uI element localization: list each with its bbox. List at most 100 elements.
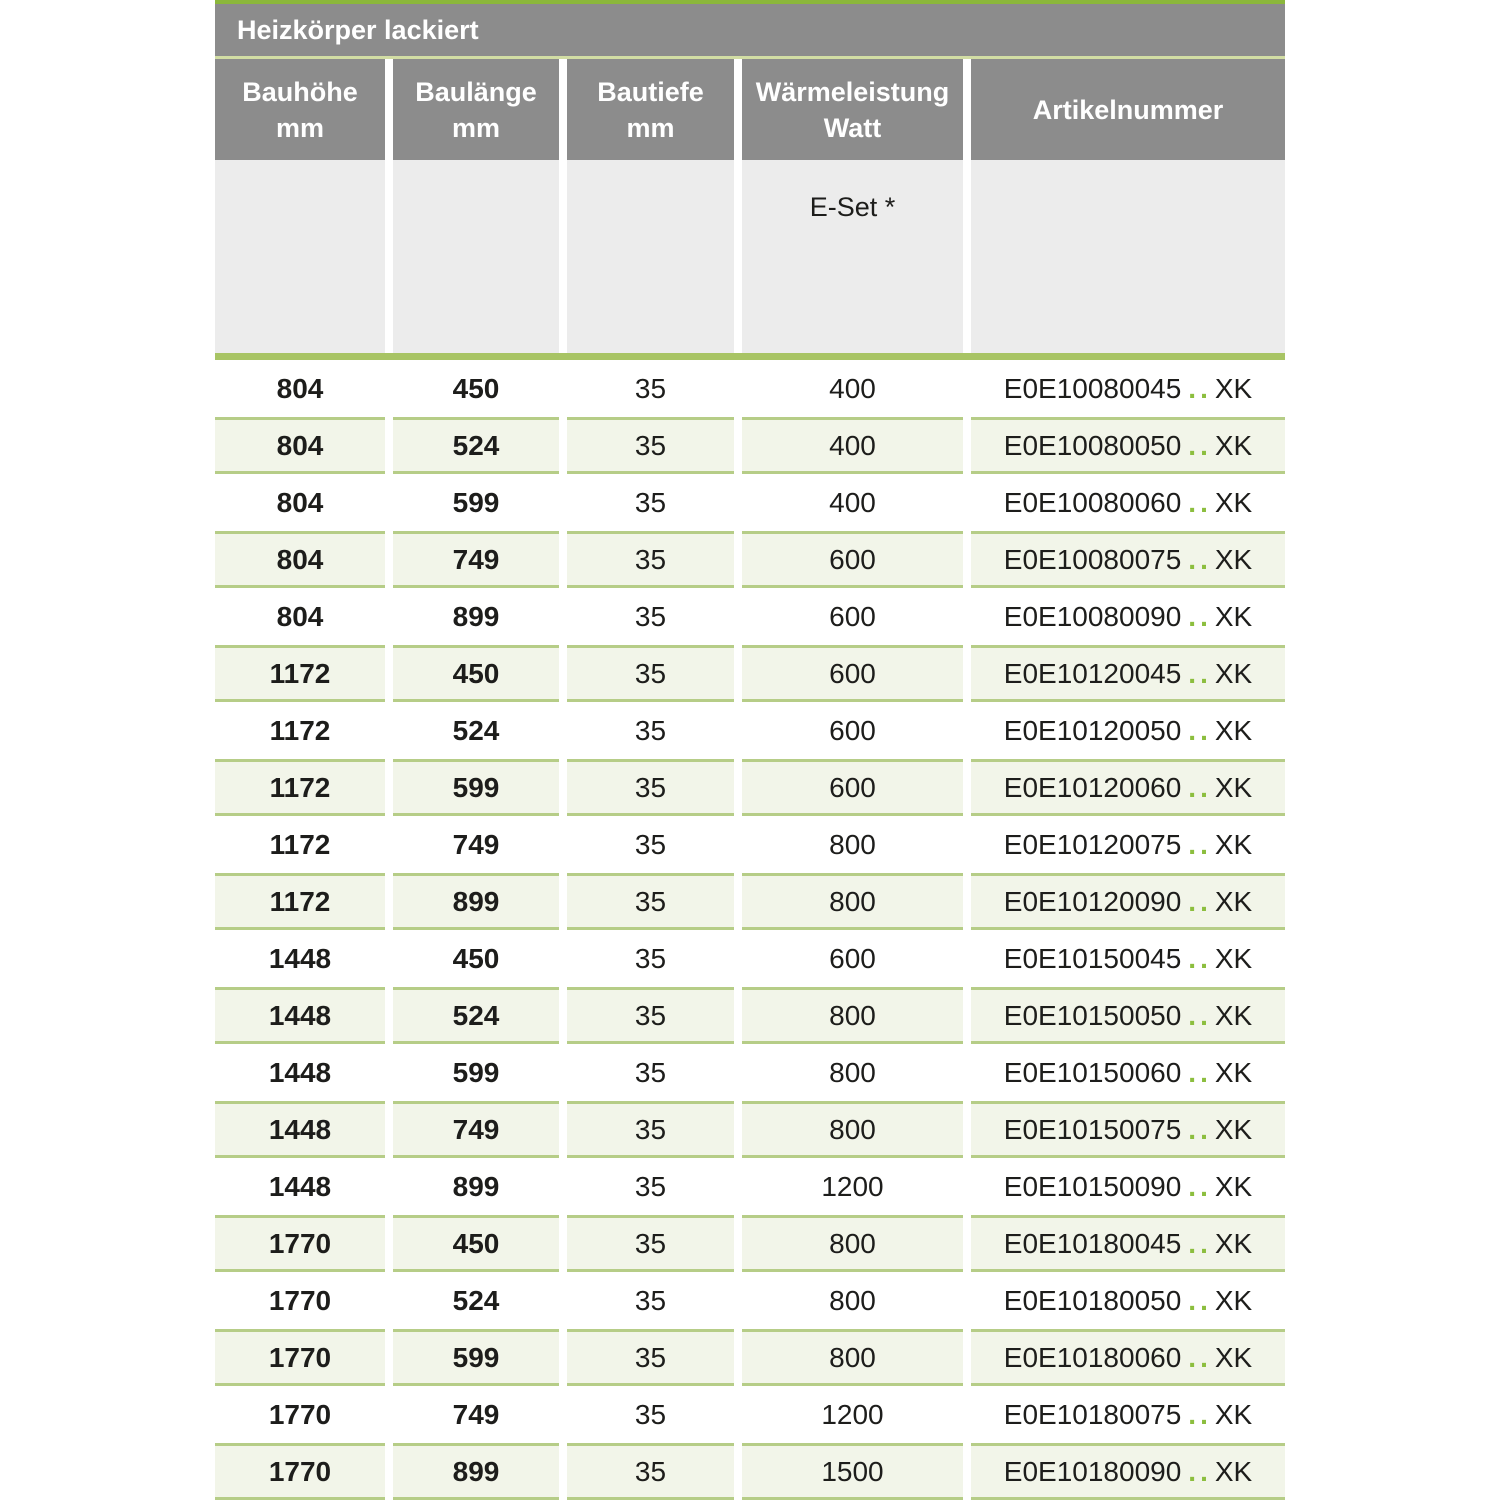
eset-label: E-Set * (809, 192, 896, 222)
cell-baulaenge: 524 (393, 702, 559, 759)
cell-watt: 600 (742, 759, 963, 816)
artikel-placeholder-dots: .. (1188, 999, 1212, 1031)
column-header-unit: mm (275, 112, 324, 143)
cell-bauhoehe: 1770 (215, 1215, 385, 1272)
column-header-label: Bautiefe (597, 76, 704, 107)
product-table: Heizkörper lackiert Bauhöhe mm Baulänge … (215, 0, 1285, 1500)
cell-watt: 400 (742, 360, 963, 417)
cell-baulaenge: 899 (393, 588, 559, 645)
artikel-placeholder-dots: .. (1188, 885, 1212, 917)
artikel-placeholder-dots: .. (1188, 1056, 1212, 1088)
artikel-placeholder-dots: .. (1188, 429, 1212, 461)
cell-baulaenge: 749 (393, 531, 559, 588)
cell-artikelnummer: E0E10120045.. XK (971, 645, 1285, 702)
cell-bautiefe: 35 (567, 360, 734, 417)
table-row: 1172 749 35 800 E0E10120075.. XK (215, 816, 1285, 873)
artikel-prefix: E0E10120060 (1003, 771, 1182, 803)
cell-baulaenge: 450 (393, 1215, 559, 1272)
cell-bauhoehe: 804 (215, 531, 385, 588)
artikel-placeholder-dots: .. (1188, 486, 1212, 518)
artikel-placeholder-dots: .. (1188, 714, 1212, 746)
cell-watt: 600 (742, 588, 963, 645)
table-subheader-row: E-Set * (215, 160, 1285, 353)
artikel-prefix: E0E10180045 (1003, 1227, 1182, 1259)
cell-bautiefe: 35 (567, 1215, 734, 1272)
cell-bautiefe: 35 (567, 759, 734, 816)
cell-baulaenge: 599 (393, 474, 559, 531)
cell-baulaenge: 749 (393, 1101, 559, 1158)
cell-artikelnummer: E0E10180045.. XK (971, 1215, 1285, 1272)
cell-watt: 600 (742, 930, 963, 987)
cell-artikelnummer: E0E10080090.. XK (971, 588, 1285, 645)
artikel-prefix: E0E10150050 (1003, 999, 1182, 1031)
table-row: 1448 749 35 800 E0E10150075.. XK (215, 1101, 1285, 1158)
table-title-bar: Heizkörper lackiert (215, 4, 1285, 56)
cell-bauhoehe: 804 (215, 417, 385, 474)
cell-baulaenge: 599 (393, 1329, 559, 1386)
artikel-prefix: E0E10150075 (1003, 1113, 1182, 1145)
artikel-prefix: E0E10120045 (1003, 657, 1182, 689)
artikel-prefix: E0E10180050 (1003, 1284, 1182, 1316)
cell-watt: 800 (742, 1101, 963, 1158)
column-header-bauhoehe: Bauhöhe mm (215, 59, 385, 160)
cell-artikelnummer: E0E10150060.. XK (971, 1044, 1285, 1101)
cell-artikelnummer: E0E10180050.. XK (971, 1272, 1285, 1329)
artikel-suffix: XK (1214, 429, 1253, 461)
cell-bautiefe: 35 (567, 1443, 734, 1500)
artikel-placeholder-dots: .. (1188, 1455, 1212, 1487)
cell-watt: 800 (742, 987, 963, 1044)
artikel-suffix: XK (1214, 714, 1253, 746)
cell-artikelnummer: E0E10080075.. XK (971, 531, 1285, 588)
cell-bautiefe: 35 (567, 702, 734, 759)
cell-bauhoehe: 1172 (215, 645, 385, 702)
cell-watt: 800 (742, 816, 963, 873)
cell-baulaenge: 524 (393, 417, 559, 474)
artikel-placeholder-dots: .. (1188, 372, 1212, 404)
cell-bautiefe: 35 (567, 645, 734, 702)
cell-baulaenge: 450 (393, 645, 559, 702)
cell-baulaenge: 524 (393, 987, 559, 1044)
cell-baulaenge: 749 (393, 816, 559, 873)
artikel-placeholder-dots: .. (1188, 1227, 1212, 1259)
cell-bauhoehe: 1770 (215, 1386, 385, 1443)
table-row: 1770 899 35 1500 E0E10180090.. XK (215, 1443, 1285, 1500)
artikel-prefix: E0E10080060 (1003, 486, 1182, 518)
table-row: 1770 524 35 800 E0E10180050.. XK (215, 1272, 1285, 1329)
table-row: 1770 749 35 1200 E0E10180075.. XK (215, 1386, 1285, 1443)
cell-watt: 1500 (742, 1443, 963, 1500)
artikel-suffix: XK (1214, 1056, 1253, 1088)
column-header-unit: Watt (823, 112, 882, 143)
artikel-placeholder-dots: .. (1188, 771, 1212, 803)
artikel-prefix: E0E10080050 (1003, 429, 1182, 461)
table-row: 804 599 35 400 E0E10080060.. XK (215, 474, 1285, 531)
artikel-placeholder-dots: .. (1188, 600, 1212, 632)
cell-watt: 600 (742, 531, 963, 588)
subheader-cell-bautiefe (567, 160, 734, 353)
artikel-prefix: E0E10120075 (1003, 828, 1182, 860)
cell-watt: 800 (742, 1329, 963, 1386)
cell-watt: 600 (742, 645, 963, 702)
cell-watt: 800 (742, 1044, 963, 1101)
artikel-suffix: XK (1214, 1170, 1253, 1202)
artikel-placeholder-dots: .. (1188, 1341, 1212, 1373)
cell-bautiefe: 35 (567, 1101, 734, 1158)
cell-bautiefe: 35 (567, 816, 734, 873)
subheader-cell-bauhoehe (215, 160, 385, 353)
cell-artikelnummer: E0E10120060.. XK (971, 759, 1285, 816)
table-title: Heizkörper lackiert (237, 14, 479, 45)
table-header-row: Bauhöhe mm Baulänge mm Bautiefe mm Wärme… (215, 59, 1285, 160)
cell-bauhoehe: 1448 (215, 1101, 385, 1158)
table-row: 804 749 35 600 E0E10080075.. XK (215, 531, 1285, 588)
table-row: 1448 524 35 800 E0E10150050.. XK (215, 987, 1285, 1044)
artikel-placeholder-dots: .. (1188, 1170, 1212, 1202)
cell-bautiefe: 35 (567, 1158, 734, 1215)
title-separator-line (215, 56, 1285, 59)
artikel-suffix: XK (1214, 657, 1253, 689)
cell-artikelnummer: E0E10080050.. XK (971, 417, 1285, 474)
cell-bauhoehe: 1172 (215, 816, 385, 873)
cell-bauhoehe: 1770 (215, 1272, 385, 1329)
artikel-placeholder-dots: .. (1188, 942, 1212, 974)
cell-artikelnummer: E0E10150075.. XK (971, 1101, 1285, 1158)
table-row: 1448 899 35 1200 E0E10150090.. XK (215, 1158, 1285, 1215)
cell-bauhoehe: 1770 (215, 1443, 385, 1500)
